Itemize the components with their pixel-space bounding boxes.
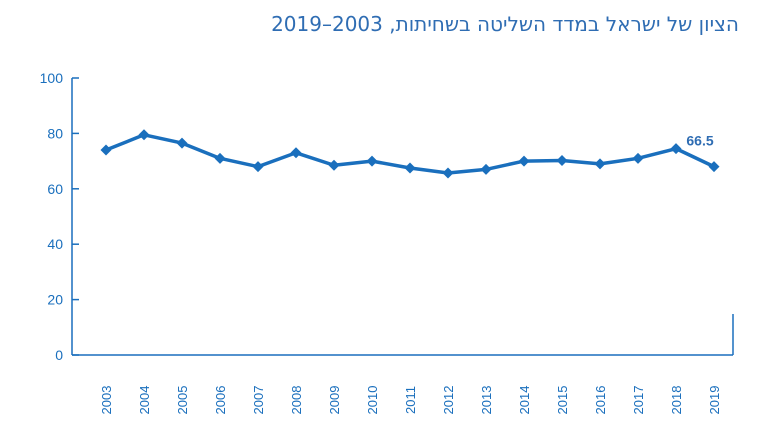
x-tick-label: 2004 xyxy=(137,386,152,415)
data-point-marker xyxy=(708,161,720,173)
x-tick-label: 2006 xyxy=(213,386,228,415)
data-point-marker xyxy=(632,152,644,164)
data-label: 66.5 xyxy=(686,133,713,149)
data-point-marker xyxy=(670,143,682,155)
y-tick-label: 100 xyxy=(40,70,64,86)
x-tick-label: 2008 xyxy=(289,386,304,415)
y-tick-label: 0 xyxy=(55,347,63,363)
data-point-marker xyxy=(594,158,606,170)
data-point-marker xyxy=(252,161,264,173)
data-point-marker xyxy=(176,137,188,149)
x-tick-label: 2011 xyxy=(403,386,418,414)
x-tick-label: 2005 xyxy=(175,386,190,415)
data-point-marker xyxy=(138,129,150,141)
x-tick-label: 2010 xyxy=(365,386,380,415)
data-point-marker xyxy=(556,155,568,167)
x-tick-label: 2016 xyxy=(593,386,608,415)
x-tick-label: 2017 xyxy=(631,386,646,415)
x-tick-label: 2003 xyxy=(99,386,114,415)
data-point-marker xyxy=(328,159,340,171)
data-point-marker xyxy=(518,155,530,167)
x-tick-label: 2019 xyxy=(707,386,722,415)
y-tick-label: 60 xyxy=(47,181,63,197)
x-tick-label: 2013 xyxy=(479,386,494,415)
data-point-marker xyxy=(480,163,492,175)
data-point-marker xyxy=(290,147,302,159)
x-tick-label: 2012 xyxy=(441,386,456,415)
x-tick-label: 2014 xyxy=(517,386,532,415)
data-point-marker xyxy=(214,152,226,164)
x-tick-label: 2007 xyxy=(251,386,266,415)
data-point-marker xyxy=(404,162,416,174)
y-tick-label: 20 xyxy=(47,292,63,308)
y-tick-label: 40 xyxy=(47,236,63,252)
data-point-marker xyxy=(100,144,112,156)
data-point-marker xyxy=(442,167,454,179)
data-point-marker xyxy=(366,155,378,167)
chart-title: הציון של ישראל במדד השליטה בשחיתות, 2003… xyxy=(271,12,739,36)
x-tick-label: 2018 xyxy=(669,386,684,415)
x-tick-label: 2015 xyxy=(555,386,570,415)
y-tick-label: 80 xyxy=(47,125,63,141)
x-tick-label: 2009 xyxy=(327,386,342,415)
